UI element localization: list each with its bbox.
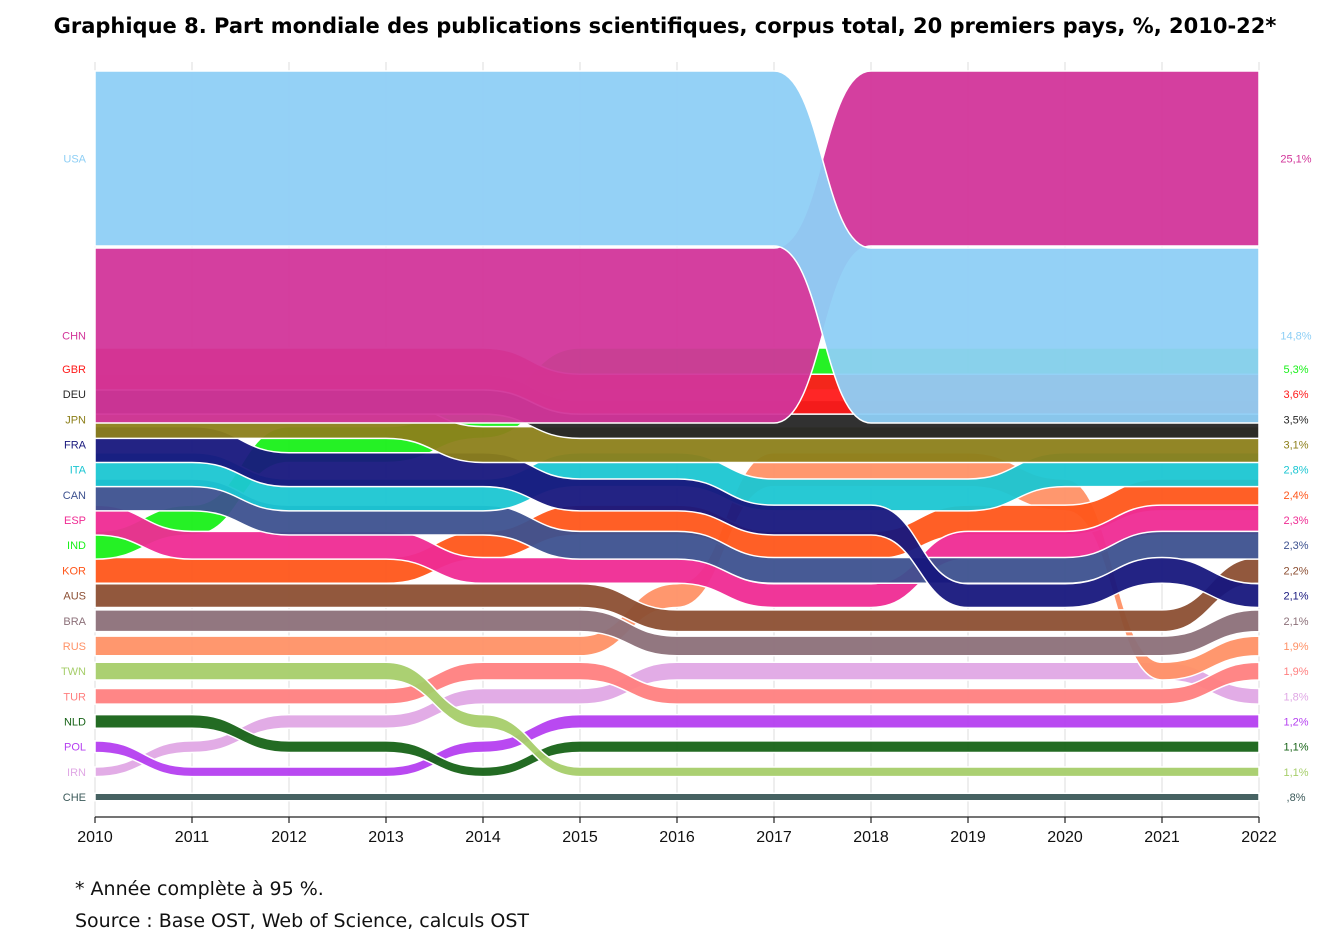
x-tick-label: 2013 — [368, 829, 404, 846]
x-tick-label: 2019 — [950, 829, 986, 846]
band-chn — [94, 70, 1260, 424]
left-label-pol: POL — [64, 742, 86, 754]
left-label-usa: USA — [63, 154, 86, 166]
bump-chart: USA CHN GBR DEU JPN FRA ITA CAN ESP IND KOR AUS BRA R… — [61, 62, 1312, 846]
left-label-chn: CHN — [62, 331, 86, 343]
right-label-ind: 5,3% — [1283, 364, 1308, 376]
right-label-nld: 1,1% — [1283, 742, 1308, 754]
right-label-tur: 1,9% — [1283, 666, 1308, 678]
footnote: * Année complète à 95 %. — [75, 878, 324, 900]
right-label-esp: 2,3% — [1283, 515, 1308, 527]
right-label-jpn: 3,1% — [1283, 440, 1308, 452]
left-label-deu: DEU — [63, 389, 86, 401]
band-twn — [94, 661, 1260, 778]
left-label-aus: AUS — [63, 591, 86, 603]
x-tick-label: 2015 — [562, 829, 598, 846]
right-label-usa: 14,8% — [1280, 331, 1311, 343]
x-tick-label: 2012 — [271, 829, 307, 846]
right-label-kor: 2,4% — [1283, 490, 1308, 502]
right-label-irn: 1,8% — [1283, 691, 1308, 703]
x-tick-label: 2010 — [77, 829, 113, 846]
right-label-ita: 2,8% — [1283, 465, 1308, 477]
band-nld — [94, 713, 1260, 778]
x-tick-label: 2014 — [465, 829, 501, 846]
right-label-can: 2,3% — [1283, 540, 1308, 552]
left-label-rus: RUS — [63, 641, 86, 653]
x-tick-label: 2017 — [756, 829, 792, 846]
left-label-che: CHE — [63, 792, 86, 804]
band-usa — [94, 70, 1260, 424]
left-label-can: CAN — [63, 490, 86, 502]
right-label-chn: 25,1% — [1280, 154, 1311, 166]
band-tur — [94, 661, 1260, 705]
right-label-rus: 1,9% — [1283, 641, 1308, 653]
right-label-bra: 2,1% — [1283, 616, 1308, 628]
right-share-labels: 14,8% 25,1% 3,6% 3,5% 3,1% 2,1% 2,8% 2,3% 2,3% 5,… — [1280, 154, 1311, 805]
right-label-twn: 1,1% — [1283, 767, 1308, 779]
x-tick-label: 2021 — [1144, 829, 1180, 846]
x-tick-label: 2018 — [853, 829, 889, 846]
left-label-twn: TWN — [61, 666, 86, 678]
left-label-irn: IRN — [67, 767, 86, 779]
band-rus — [94, 452, 1260, 681]
right-label-aus: 2,2% — [1283, 565, 1308, 577]
x-axis: 2010 2011 2012 2013 2014 2015 2016 2017 2018 2019… — [77, 816, 1277, 846]
right-label-gbr: 3,6% — [1283, 389, 1308, 401]
left-label-jpn: JPN — [65, 414, 86, 426]
left-label-nld: NLD — [64, 716, 86, 728]
band-bra — [94, 609, 1260, 657]
chart-title: Graphique 8. Part mondiale des publicati… — [53, 14, 1277, 38]
left-label-ind: IND — [67, 540, 86, 552]
x-tick-label: 2011 — [175, 829, 210, 846]
left-label-esp: ESP — [64, 515, 86, 527]
x-tick-label: 2022 — [1241, 829, 1277, 846]
left-label-bra: BRA — [63, 616, 86, 628]
band-che — [94, 792, 1260, 802]
chart-bands — [94, 70, 1260, 802]
band-irn — [94, 661, 1260, 778]
x-tick-label: 2020 — [1047, 829, 1083, 846]
left-label-ita: ITA — [70, 465, 87, 477]
left-label-tur: TUR — [63, 691, 86, 703]
left-label-fra: FRA — [64, 440, 87, 452]
right-label-deu: 3,5% — [1283, 414, 1308, 426]
left-country-labels: USA CHN GBR DEU JPN FRA ITA CAN ESP IND KOR AUS BRA R… — [61, 154, 87, 805]
left-label-gbr: GBR — [62, 364, 86, 376]
x-tick-label: 2016 — [659, 829, 695, 846]
right-label-che: ,8% — [1287, 792, 1306, 804]
source-note: Source : Base OST, Web of Science, calcu… — [75, 910, 529, 932]
right-label-fra: 2,1% — [1283, 591, 1308, 603]
band-pol — [94, 713, 1260, 778]
right-label-pol: 1,2% — [1283, 716, 1308, 728]
left-label-kor: KOR — [62, 565, 86, 577]
